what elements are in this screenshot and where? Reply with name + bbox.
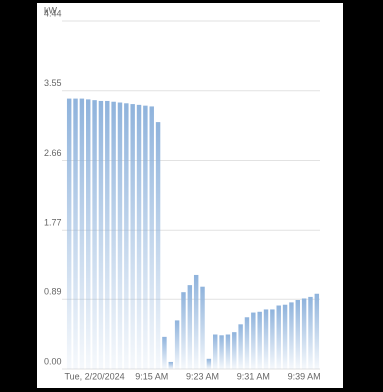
bar (276, 305, 281, 369)
bar (251, 312, 256, 369)
bar (289, 302, 294, 369)
bar (200, 286, 205, 369)
bar (181, 292, 186, 369)
bar (155, 122, 161, 369)
bar (225, 334, 231, 369)
bar (282, 304, 288, 369)
bar (295, 300, 300, 369)
y-tick-label: 1.77 (44, 218, 62, 228)
bar (193, 274, 199, 369)
bar (130, 104, 135, 369)
bar (66, 98, 72, 369)
bar (314, 293, 320, 369)
x-tick-label: 9:15 AM (135, 371, 168, 381)
bar (92, 100, 97, 369)
bar (111, 101, 116, 369)
y-tick-label: 2.66 (44, 148, 62, 158)
x-tick-label: 9:31 AM (237, 371, 270, 381)
x-tick-label: 9:23 AM (186, 371, 219, 381)
bar (301, 298, 307, 369)
bar (187, 285, 193, 369)
bar (124, 103, 129, 369)
bar (136, 104, 142, 369)
bar (257, 311, 262, 369)
bar (86, 99, 91, 369)
bar (244, 317, 250, 369)
bar (206, 358, 212, 369)
bar (238, 324, 243, 369)
bar (73, 98, 78, 369)
bar (263, 309, 269, 369)
bar (213, 334, 218, 369)
y-tick-label: 4.44 (44, 8, 62, 18)
bar (232, 332, 237, 369)
bar (98, 100, 104, 369)
x-tick-label: 9:39 AM (288, 371, 321, 381)
bar (105, 100, 110, 369)
bar (270, 309, 275, 369)
bar (117, 102, 123, 369)
bar (308, 296, 313, 369)
bar (162, 336, 167, 369)
bar (149, 106, 154, 369)
bar (219, 335, 224, 369)
y-tick-label: 0.89 (44, 287, 62, 297)
bar (79, 98, 85, 369)
bar (174, 320, 180, 369)
y-tick-label: 0.00 (44, 356, 62, 366)
bar (143, 105, 148, 369)
y-tick-label: 3.55 (44, 78, 62, 88)
y-axis-label: kW (44, 5, 58, 15)
bar (168, 361, 173, 369)
x-tick-label: Tue, 2/20/2024 (64, 371, 124, 381)
